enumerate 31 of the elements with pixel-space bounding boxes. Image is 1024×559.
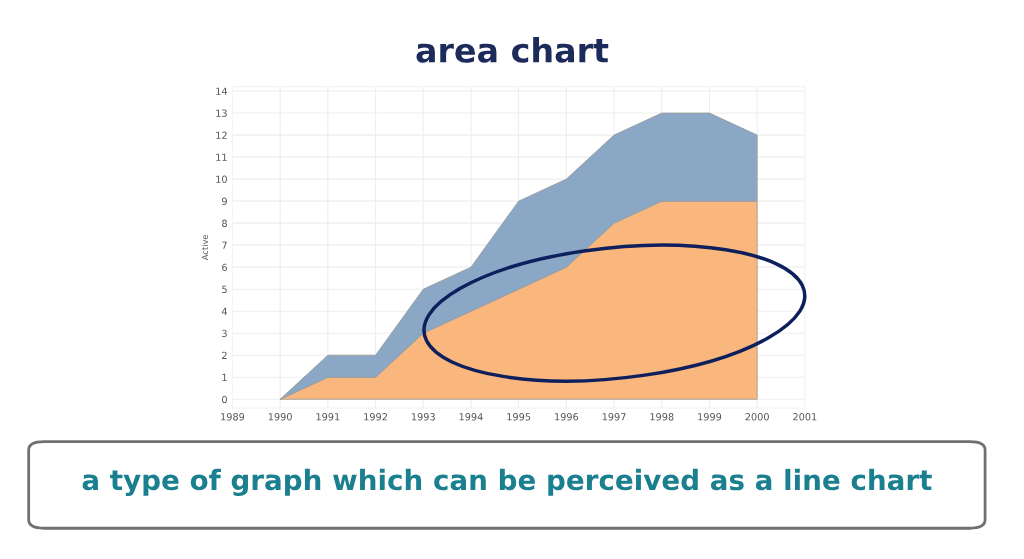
- y-tick-label: 12: [216, 131, 227, 139]
- x-tick-label: 1997: [602, 413, 626, 421]
- y-tick-label: 7: [222, 241, 227, 249]
- x-tick-label: 2001: [793, 413, 817, 421]
- x-tick-label: 1995: [507, 413, 531, 421]
- x-tick-label: 1993: [411, 413, 435, 421]
- x-tick-label: 1990: [268, 413, 292, 421]
- x-tick-label: 1998: [650, 413, 674, 421]
- y-tick-label: 1: [222, 373, 227, 381]
- y-tick-label: 6: [222, 263, 227, 271]
- y-tick-label: 9: [222, 197, 227, 205]
- y-axis-title: Active: [201, 234, 209, 261]
- x-tick-label: 1991: [316, 413, 340, 421]
- y-tick-label: 2: [222, 351, 227, 359]
- x-tick-label: 1992: [364, 413, 387, 421]
- y-tick-label: 11: [216, 153, 227, 161]
- x-tick-label: 2000: [745, 413, 769, 421]
- y-tick-label: 3: [222, 329, 227, 338]
- y-tick-label: 4: [221, 307, 228, 315]
- x-tick-label: 1999: [698, 413, 722, 421]
- y-tick-label: 13: [216, 109, 227, 117]
- x-tick-label: 1994: [459, 413, 483, 421]
- text: a type of graph which can be perceived as a line chart: [82, 468, 932, 496]
- y-tick-label: 14: [216, 87, 228, 95]
- y-tick-label: 8: [222, 219, 227, 227]
- chart-title: area chart: [416, 36, 609, 63]
- x-tick-label: 1996: [555, 413, 579, 421]
- y-tick-label: 0: [222, 395, 227, 404]
- y-tick-label: 10: [216, 175, 227, 183]
- y-tick-label: 5: [222, 285, 227, 294]
- x-tick-label: 1989: [221, 413, 245, 421]
